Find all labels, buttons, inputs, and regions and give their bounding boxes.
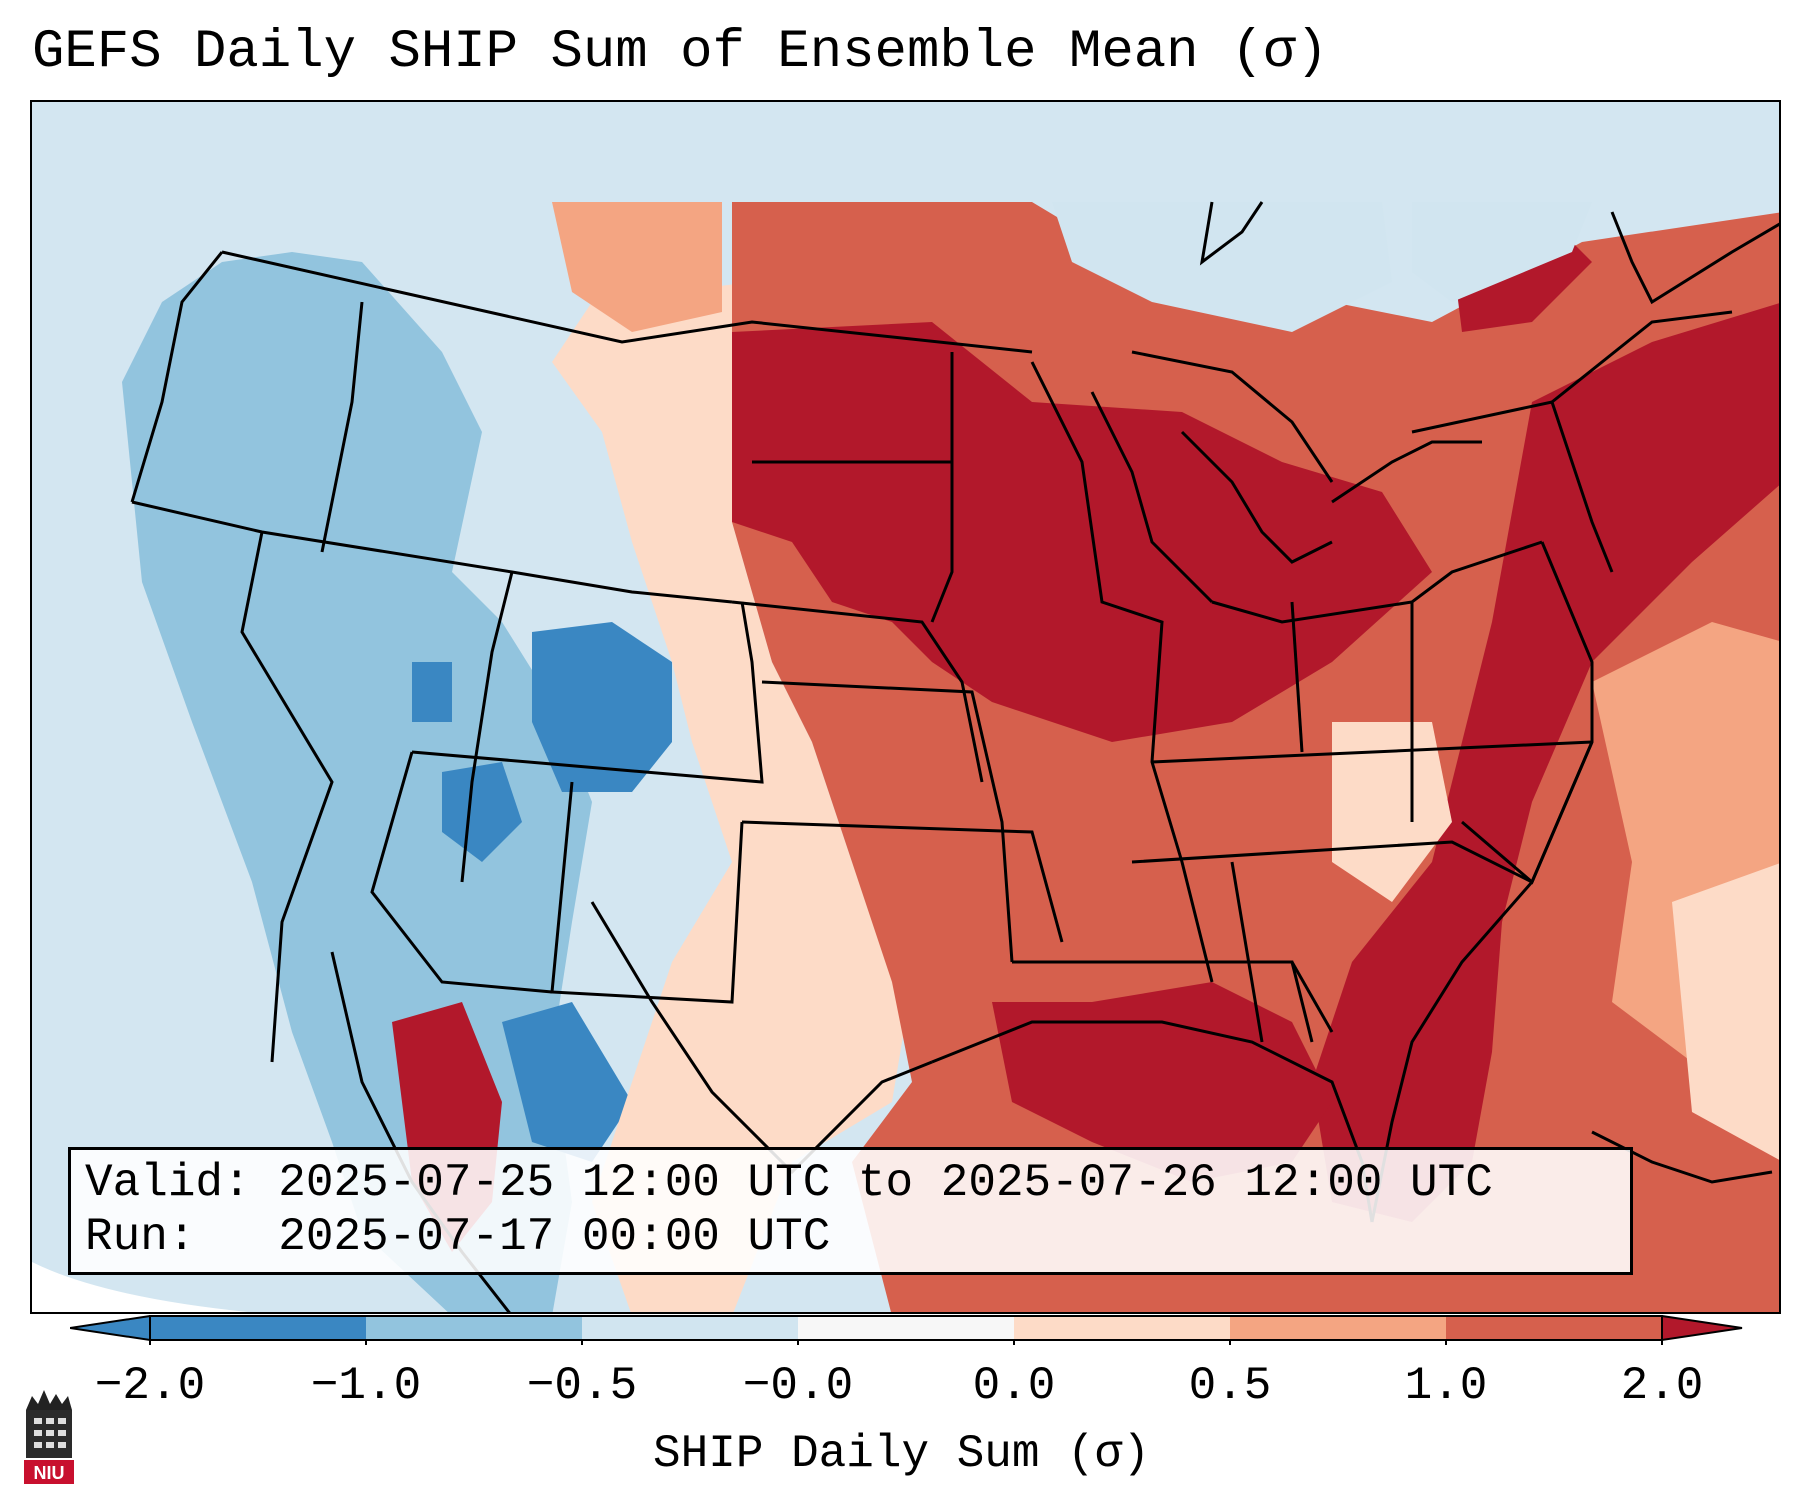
region-arizona-strong-negative [442,762,522,862]
niu-logo-icon: NIU [24,1390,74,1484]
svg-text:NIU: NIU [34,1463,65,1483]
run-time-text: Run: 2025-07-17 00:00 UTC [85,1211,831,1263]
region-canada-central-slight-negative [1052,202,1392,332]
colorbar-segment [1446,1316,1662,1340]
colorbar-tick-label: 2.0 [1620,1360,1704,1412]
region-southeast-slight-positive [1332,722,1452,902]
colorbar-tick-label: 1.0 [1404,1360,1488,1412]
colorbar-tick-label: −0.5 [526,1360,638,1412]
colorbar-ticks [149,1340,1663,1345]
region-quebec-slight-negative [1412,202,1592,302]
state-boundaries [130,201,1779,1312]
region-gulf-extreme-positive [992,982,1332,1182]
region-colorado-strong-negative [532,622,672,792]
region-plains-slight-positive [552,282,912,1312]
colorbar-extend-low [70,1315,151,1342]
colorbar-label: SHIP Daily Sum (σ) [653,1428,1150,1480]
colorbar [70,1315,1743,1345]
colorbar-tick-label: −0.0 [742,1360,854,1412]
map-panel: Valid: 2025-07-25 12:00 UTC to 2025-07-2… [30,100,1781,1314]
region-atlantic-extreme-positive [1312,303,1779,1222]
colorbar-segment [1230,1316,1446,1340]
valid-time-text: Valid: 2025-07-25 12:00 UTC to 2025-07-2… [85,1157,1493,1209]
colorbar-tick-label: −1.0 [310,1360,422,1412]
colorbar-segment [798,1316,1014,1340]
region-utah-strong-negative [412,662,452,722]
colorbar-tick-label: 0.0 [972,1360,1056,1412]
colorbar-segment [582,1316,798,1340]
colorbar-segment [366,1316,582,1340]
colorbar-tick-label: 0.5 [1188,1360,1272,1412]
colorbar-segment [150,1316,366,1340]
region-ocean-slight-positive [1672,863,1779,1160]
colorbar-tick-label: −2.0 [94,1360,206,1412]
region-midwest-extreme-positive [732,322,1432,742]
colorbar-extend-high [1661,1315,1743,1342]
colorbar-segment [1014,1316,1230,1340]
chart-title: GEFS Daily SHIP Sum of Ensemble Mean (σ) [32,22,1329,83]
region-mexico-strong-negative [502,1002,632,1162]
valid-run-info-box: Valid: 2025-07-25 12:00 UTC to 2025-07-2… [68,1147,1633,1275]
domain-edge [32,1262,248,1312]
anomaly-map [32,102,1779,1312]
region-canada-west-positive [552,202,722,332]
